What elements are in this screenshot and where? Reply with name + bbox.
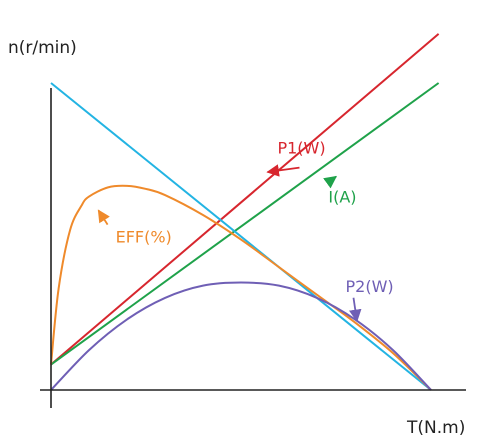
series-line-p1-w xyxy=(50,33,440,366)
series-line-i-a xyxy=(50,82,440,366)
annotation-label-p1-w: P1(W) xyxy=(277,139,325,158)
annotation-label-eff: EFF(%) xyxy=(116,228,172,247)
x-axis-label: T(N.m) xyxy=(406,418,465,438)
annotation-arrow-eff xyxy=(97,209,110,226)
annotation-arrow-i-a xyxy=(323,175,338,189)
annotation-arrow-p2-w xyxy=(349,297,362,323)
plot-area: P1(W) I(A) EFF(%) P2(W) xyxy=(50,33,440,391)
annotation-label-p2-w: P2(W) xyxy=(346,277,394,296)
series-line-speed-2 xyxy=(50,82,432,391)
series-line-p2-w xyxy=(50,281,432,391)
annotation-arrow-p1-w xyxy=(266,164,300,177)
y-axis-label: n(r/min) xyxy=(8,38,77,58)
annotation-label-i-a: I(A) xyxy=(328,188,356,207)
